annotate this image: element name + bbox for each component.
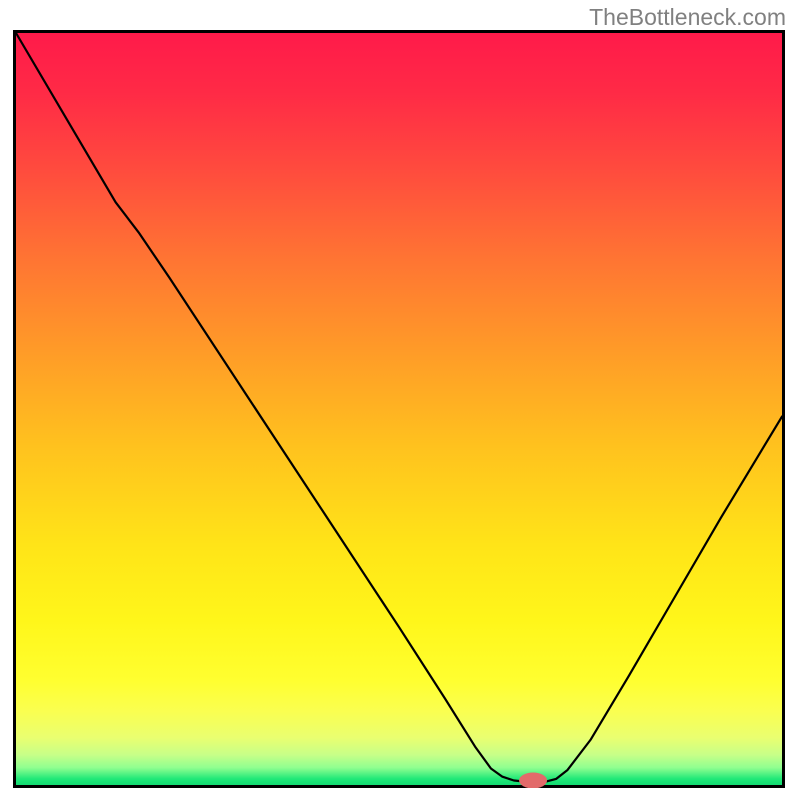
optimal-point-marker bbox=[519, 772, 547, 788]
plot-svg bbox=[13, 30, 785, 788]
chart-root: TheBottleneck.com bbox=[0, 0, 800, 800]
gradient-background bbox=[15, 32, 784, 787]
plot-area bbox=[13, 30, 785, 788]
watermark-text: TheBottleneck.com bbox=[589, 4, 786, 31]
